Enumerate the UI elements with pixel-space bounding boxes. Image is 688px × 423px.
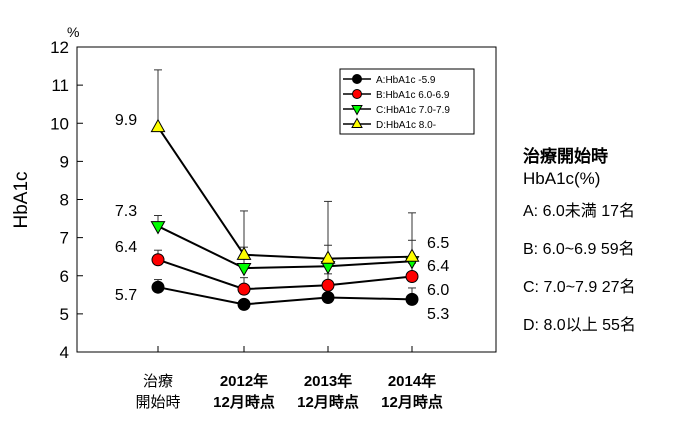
data-point-d <box>150 118 166 133</box>
data-point-a <box>405 292 419 306</box>
legend-marker <box>351 117 363 128</box>
x-tick-label: 開始時 <box>135 394 180 411</box>
data-point-a <box>321 290 335 304</box>
data-point-a <box>237 297 251 311</box>
chart-axes: 4 5 6 7 8 9 10 11 12% HbA1c 治療開始時 2012年 12月時点 2013年 12… <box>11 24 497 411</box>
legend-entry: C:HbA1c 7.0-7.9 <box>376 105 450 116</box>
series-line-c <box>157 225 413 270</box>
x-tick-label: 12月時点 <box>381 393 443 411</box>
data-point-d <box>236 246 252 260</box>
legend-marker <box>352 74 362 84</box>
y-tick-label: 4 <box>60 343 69 362</box>
group-c-count: C: 7.0~7.9 27名 <box>523 279 636 296</box>
start-value-label: 5.7 <box>115 287 137 304</box>
group-info-panel: 治療開始時 HbA1c(%) A: 6.0未満 17名 B: 6.0~6.9 5… <box>523 146 688 354</box>
x-tick-label: 治療 <box>143 373 173 390</box>
group-d-count: D: 8.0以上 55名 <box>523 317 636 334</box>
y-tick-label: 7 <box>60 229 69 248</box>
legend-marker <box>351 105 363 116</box>
data-point-c <box>236 263 252 277</box>
panel-title: 治療開始時 <box>523 147 608 166</box>
data-point-d <box>404 248 420 262</box>
start-value-label: 9.9 <box>115 112 137 129</box>
end-value-label: 5.3 <box>427 306 449 323</box>
end-value-label: 6.0 <box>427 282 449 299</box>
x-tick-label: 2013年 <box>304 372 352 390</box>
y-tick-label: 9 <box>60 152 69 171</box>
data-point-d <box>320 250 336 264</box>
series-line-b <box>157 258 413 291</box>
x-tick-label: 12月時点 <box>297 393 359 411</box>
legend-marker <box>352 89 362 99</box>
start-value-label: 7.3 <box>115 203 137 220</box>
legend-entry: D:HbA1c 8.0- <box>376 120 436 131</box>
data-point-b <box>405 270 419 284</box>
y-tick-label: 11 <box>51 76 69 95</box>
y-tick-label: 12 <box>50 38 69 57</box>
y-tick-label: 5 <box>60 305 69 324</box>
y-tick-label: 8 <box>60 191 69 210</box>
data-point-a <box>151 280 165 294</box>
series-lines <box>157 126 413 306</box>
series-markers <box>150 118 420 311</box>
data-point-b <box>237 282 251 296</box>
x-tick-label: 2012年 <box>220 372 268 390</box>
series-line-a <box>157 286 413 306</box>
panel-subtitle: HbA1c(%) <box>523 169 601 188</box>
y-tick-label: 10 <box>50 114 69 133</box>
end-value-label: 6.5 <box>427 235 449 252</box>
series-line-d <box>157 126 413 260</box>
start-value-label: 6.4 <box>115 239 137 256</box>
group-a-count: A: 6.0未満 17名 <box>523 203 636 220</box>
legend-box <box>339 68 475 135</box>
group-b-count: B: 6.0~6.9 59名 <box>523 241 635 258</box>
data-point-c <box>150 221 166 235</box>
end-value-label: 6.4 <box>427 258 449 275</box>
y-unit-label: % <box>67 24 79 40</box>
x-tick-label: 12月時点 <box>213 393 275 411</box>
data-point-b <box>321 278 335 292</box>
legend-entry: B:HbA1c 6.0-6.9 <box>376 90 450 101</box>
y-axis-label: HbA1c <box>11 171 32 228</box>
legend-entry: A:HbA1c -5.9 <box>376 75 436 86</box>
data-labels: 9.9 7.3 6.4 5.7 6.5 6.4 6.0 5.3 <box>115 112 449 323</box>
y-tick-label: 6 <box>60 267 69 286</box>
x-tick-label: 2014年 <box>388 372 436 390</box>
legend: A:HbA1c -5.9 B:HbA1c 6.0-6.9 C:HbA1c 7.0-7… <box>339 68 475 135</box>
data-point-b <box>151 253 165 267</box>
